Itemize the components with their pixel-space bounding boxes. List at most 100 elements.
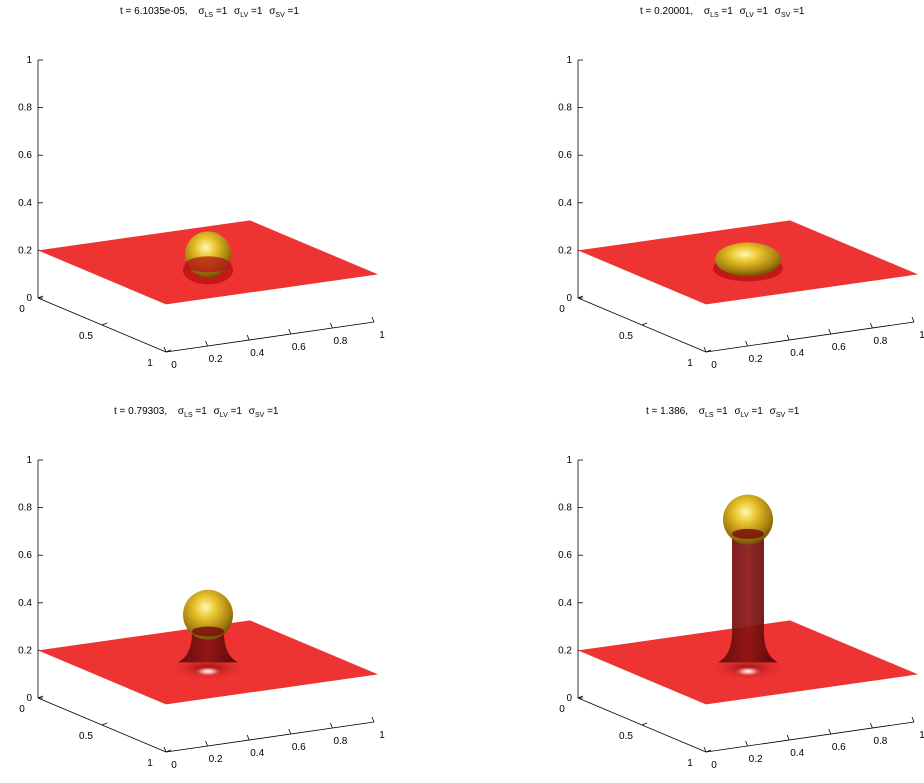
x-tick-label: 0.2 [749, 354, 763, 365]
z-tick-label: 0.4 [18, 198, 32, 209]
z-tick-label: 0.4 [558, 198, 572, 209]
x-tick-label: 0 [171, 760, 177, 771]
z-tick-label: 0.2 [558, 245, 572, 256]
plot-svg-3: t = 0.79303, σLS =1 σLV =1 σSV =1 0 0.2 0.… [18, 406, 385, 771]
y-tick-mark [101, 322, 108, 326]
x-tick-label: 0.6 [832, 342, 846, 353]
plot-panel-1: t = 6.1035e-05, σLS =1 σLV =1 σSV =1 0 0.… [0, 0, 462, 383]
x-tick-label: 1 [379, 730, 385, 741]
y-tick-label: 0.5 [619, 731, 633, 742]
x-tick-label: 0 [171, 360, 177, 371]
x-tick-label: 0.8 [333, 336, 347, 347]
z-tick-label: 0.8 [558, 103, 572, 114]
z-tick-label: 0 [566, 293, 572, 304]
x-tick-label: 0.8 [873, 336, 887, 347]
x-tick-label: 0.4 [250, 748, 264, 759]
z-tick-label: 0.8 [18, 103, 32, 114]
x-tick-mark [828, 328, 832, 335]
z-tick-label: 0.6 [18, 150, 32, 161]
x-tick-label: 0.4 [790, 348, 804, 359]
x-axis-line [165, 721, 375, 753]
liquid-neck [178, 631, 238, 663]
plot-svg-4: t = 1.386, σLS =1 σLV =1 σSV =1 0 0.2 0.4 0… [558, 406, 924, 771]
x-tick-mark [246, 334, 250, 341]
x-tick-label: 0 [711, 760, 717, 771]
z-tick-label: 0.8 [558, 503, 572, 514]
x-tick-mark [786, 734, 790, 741]
x-tick-label: 0.2 [749, 754, 763, 765]
x-axis-line [705, 721, 915, 753]
x-tick-label: 1 [379, 330, 385, 341]
y-tick-label: 1 [687, 358, 693, 369]
y-tick-mark [37, 295, 44, 299]
z-tick-label: 0.8 [18, 503, 32, 514]
x-tick-mark [330, 322, 333, 329]
x-tick-mark [911, 716, 915, 723]
x-tick-label: 0.6 [832, 742, 846, 753]
y-tick-mark [641, 322, 648, 326]
z-tick-label: 0.6 [558, 150, 572, 161]
y-tick-label: 0.5 [619, 331, 633, 342]
x-tick-mark [703, 746, 707, 753]
x-tick-label: 1 [919, 730, 924, 741]
x-tick-label: 0.6 [292, 742, 306, 753]
z-tick-label: 0.4 [558, 598, 572, 609]
y-tick-mark [577, 295, 584, 299]
z-tick-label: 1 [26, 455, 32, 466]
x-tick-label: 0.2 [209, 354, 223, 365]
x-tick-label: 0.8 [873, 736, 887, 747]
x-tick-mark [828, 728, 832, 735]
x-tick-label: 0.8 [333, 736, 347, 747]
z-tick-label: 0.2 [18, 245, 32, 256]
droplet-sphere [183, 589, 233, 640]
x-tick-label: 0.2 [209, 754, 223, 765]
y-tick-mark [37, 695, 44, 699]
y-tick-label: 0 [19, 704, 25, 715]
z-tick-label: 0.4 [18, 598, 32, 609]
x-tick-mark [246, 734, 250, 741]
plot-svg-1: t = 6.1035e-05, σLS =1 σLV =1 σSV =1 0 0.… [18, 6, 385, 371]
plot-panel-2: t = 0.20001, σLS =1 σLV =1 σSV =1 0 0.2 0.… [540, 0, 924, 383]
x-tick-label: 0 [711, 360, 717, 371]
y-tick-label: 0 [559, 704, 565, 715]
neck-top-contact [192, 626, 224, 637]
y-tick-label: 0.5 [79, 331, 93, 342]
panel-title: t = 0.20001, σLS =1 σLV =1 σSV =1 [640, 6, 805, 19]
x-tick-mark [163, 346, 167, 353]
x-axis-line [705, 321, 915, 353]
z-tick-label: 0.2 [558, 645, 572, 656]
y-tick-label: 0.5 [79, 731, 93, 742]
y-tick-label: 1 [687, 758, 693, 769]
z-tick-label: 0.6 [18, 550, 32, 561]
x-axis-line [165, 321, 375, 353]
x-tick-mark [371, 316, 375, 323]
y-tick-label: 0 [559, 304, 565, 315]
x-tick-label: 0.4 [250, 348, 264, 359]
x-tick-label: 1 [919, 330, 924, 341]
x-tick-mark [911, 316, 915, 323]
x-tick-mark [703, 346, 707, 353]
x-tick-mark [205, 340, 208, 347]
x-tick-mark [163, 746, 167, 753]
y-tick-label: 1 [147, 758, 153, 769]
droplet-cap [715, 242, 781, 277]
plot-svg-2: t = 0.20001, σLS =1 σLV =1 σSV =1 0 0.2 0.… [558, 6, 924, 371]
z-tick-label: 0.6 [558, 550, 572, 561]
panel-title: t = 1.386, σLS =1 σLV =1 σSV =1 [646, 406, 800, 419]
z-tick-label: 1 [566, 55, 572, 66]
y-tick-label: 1 [147, 358, 153, 369]
x-tick-mark [786, 334, 790, 341]
liquid-neck [718, 533, 778, 663]
z-tick-label: 1 [566, 455, 572, 466]
z-tick-label: 0.2 [18, 645, 32, 656]
panel-title: t = 0.79303, σLS =1 σLV =1 σSV =1 [114, 406, 279, 419]
z-tick-label: 0 [26, 693, 32, 704]
x-tick-label: 0.6 [292, 342, 306, 353]
z-tick-label: 0 [26, 293, 32, 304]
x-tick-mark [205, 740, 208, 747]
panel-title: t = 6.1035e-05, σLS =1 σLV =1 σSV =1 [120, 6, 299, 19]
y-tick-mark [641, 722, 648, 726]
x-tick-mark [288, 728, 292, 735]
x-tick-mark [870, 722, 873, 729]
substrate-highlight [734, 666, 762, 677]
